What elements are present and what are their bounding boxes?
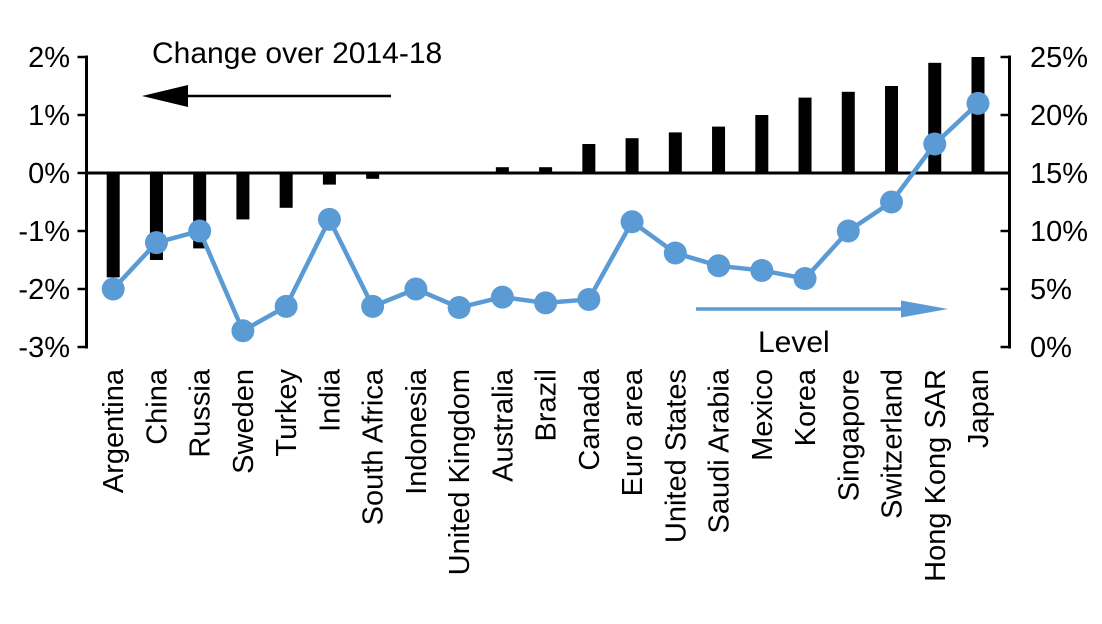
bar-brazil (539, 167, 553, 173)
x-label-japan: Japan (963, 369, 995, 448)
marker-russia (188, 219, 212, 243)
x-label-saudi-arabia: Saudi Arabia (704, 368, 736, 533)
marker-united-states (663, 241, 687, 265)
x-label-korea: Korea (790, 368, 822, 446)
marker-south-africa (361, 294, 385, 318)
bar-india (322, 173, 336, 185)
bar-canada (582, 144, 596, 173)
x-label-brazil: Brazil (531, 369, 563, 442)
x-label-russia: Russia (185, 368, 217, 458)
marker-korea (793, 267, 817, 291)
left-axis-tick-label: 2% (28, 42, 70, 74)
left-axis-tick-label: -3% (18, 332, 70, 364)
marker-switzerland (880, 190, 904, 214)
marker-india (317, 207, 341, 231)
x-label-singapore: Singapore (833, 369, 865, 501)
bar-euro-area (625, 138, 639, 173)
bar-mexico (755, 115, 769, 173)
x-label-mexico: Mexico (747, 369, 779, 461)
x-label-united-states: United States (660, 369, 692, 543)
bar-sweden (236, 173, 250, 220)
bar-australia (495, 167, 509, 173)
x-label-australia: Australia (487, 368, 519, 482)
bar-singapore (841, 91, 855, 173)
x-label-south-africa: South Africa (358, 368, 390, 525)
marker-euro-area (620, 210, 644, 234)
bar-united-states (668, 132, 682, 173)
bar-korea (798, 97, 812, 173)
x-label-euro-area: Euro area (617, 368, 649, 496)
level-arrow-head (901, 300, 948, 318)
bar-saudi-arabia (712, 126, 726, 173)
bar-argentina (106, 173, 120, 278)
x-label-argentina: Argentina (98, 368, 130, 493)
x-label-turkey: Turkey (271, 369, 303, 457)
level-annotation-label: Level (758, 326, 830, 359)
bar-south-africa (366, 173, 380, 179)
marker-singapore (836, 219, 860, 243)
labels-layer: 2% 1% 0% -1% -2% -3% 25% 20% 15% 10% 5% 0% Argentina… (18, 42, 1088, 582)
left-axis-tick-label: 1% (28, 100, 70, 132)
x-label-canada: Canada (574, 368, 606, 470)
change-annotation-label: Change over 2014-18 (152, 37, 442, 70)
marker-turkey (274, 294, 298, 318)
x-label-india: India (314, 368, 346, 432)
right-axis-tick-label: 20% (1030, 100, 1088, 132)
level-arrow (696, 300, 948, 318)
marker-saudi-arabia (707, 254, 731, 278)
marker-canada (577, 287, 601, 311)
change-arrow-head (142, 85, 188, 107)
marker-china (144, 231, 168, 255)
marker-indonesia (404, 277, 428, 301)
marker-japan (966, 91, 990, 115)
x-label-united-kingdom: United Kingdom (444, 369, 476, 575)
x-label-sweden: Sweden (228, 369, 260, 474)
right-axis-tick-label: 0% (1030, 332, 1072, 364)
x-label-switzerland: Switzerland (877, 369, 909, 519)
marker-united-kingdom (447, 296, 471, 320)
bar-japan (971, 57, 985, 173)
right-axis-tick-label: 10% (1030, 216, 1088, 248)
marker-brazil (534, 291, 558, 315)
x-label-china: China (141, 368, 173, 445)
right-axis-tick-label: 15% (1030, 158, 1088, 190)
x-label-indonesia: Indonesia (401, 368, 433, 495)
line-layer (101, 91, 990, 343)
change-arrow (142, 85, 391, 107)
bar-switzerland (885, 86, 899, 173)
left-axis-tick-label: -1% (18, 216, 70, 248)
right-axis-tick-label: 5% (1030, 274, 1072, 306)
bar-turkey (279, 173, 293, 208)
marker-mexico (750, 258, 774, 282)
left-axis-tick-label: -2% (18, 274, 70, 306)
bars-layer (106, 57, 985, 278)
right-axis-tick-label: 25% (1030, 42, 1088, 74)
bar-hong-kong-sar (928, 62, 942, 173)
left-axis-tick-label: 0% (28, 158, 70, 190)
marker-argentina (101, 277, 125, 301)
marker-australia (490, 285, 514, 309)
marker-hong-kong-sar (923, 132, 947, 156)
marker-sweden (231, 319, 255, 343)
x-label-hong-kong-sar: Hong Kong SAR (920, 369, 952, 582)
